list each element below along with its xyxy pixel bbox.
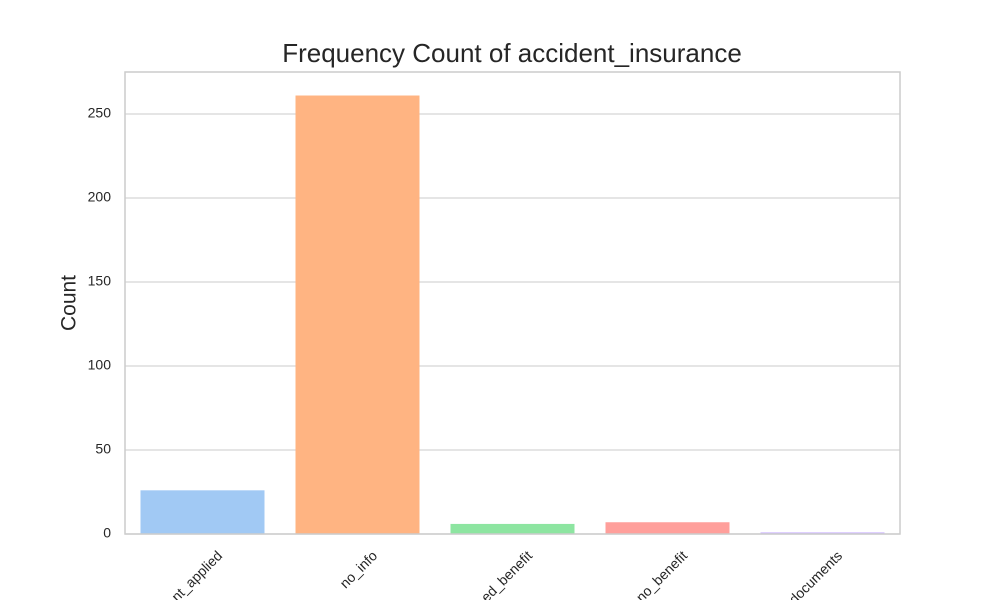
bar xyxy=(605,522,730,534)
x-tick-label: ed_benefit xyxy=(478,547,536,600)
y-tick-label: 0 xyxy=(103,525,111,541)
y-tick-label: 100 xyxy=(88,357,112,373)
plot-area: 0 50 100 150 200 250 xyxy=(88,95,900,541)
x-tick-label: no_info xyxy=(336,547,380,591)
y-axis-label: Count xyxy=(58,275,81,331)
bar xyxy=(295,95,420,535)
bar xyxy=(450,523,575,534)
x-tick-label: nt_applied xyxy=(168,547,225,600)
bar xyxy=(760,532,885,534)
y-tick-label: 200 xyxy=(88,189,112,205)
chart-title: Frequency Count of accident_insurance xyxy=(282,38,742,68)
y-tick-label: 50 xyxy=(95,441,111,457)
y-tick-label: 150 xyxy=(88,273,112,289)
y-tick-label: 250 xyxy=(88,105,112,121)
plot-frame xyxy=(124,71,901,535)
x-tick-label: documents xyxy=(786,547,846,600)
bar xyxy=(140,490,265,534)
x-tick-label: no_benefit xyxy=(633,547,691,600)
